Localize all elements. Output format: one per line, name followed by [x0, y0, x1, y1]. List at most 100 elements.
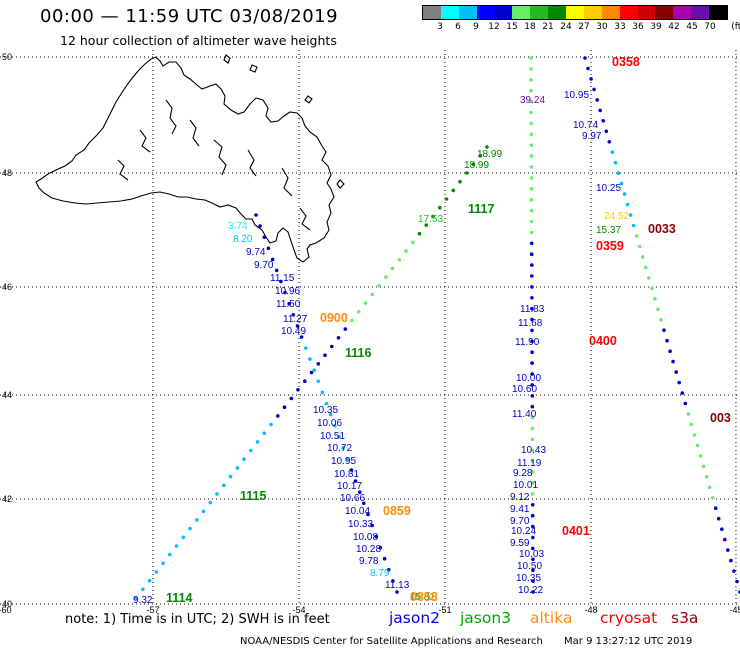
measurement-dot	[438, 205, 442, 210]
wave-height-label: 10.35	[313, 405, 338, 416]
legend-value: 12	[488, 22, 500, 32]
measurement-dot	[529, 143, 534, 147]
wave-height-label: 24.52	[604, 211, 629, 222]
measurement-dot	[366, 512, 370, 517]
measurement-dot	[308, 357, 312, 361]
measurement-dot	[374, 534, 379, 539]
legend-swatch	[423, 6, 441, 19]
legend-value: 70	[704, 22, 716, 32]
measurement-dot	[589, 77, 593, 81]
legend-value: 21	[542, 22, 554, 32]
measurement-dot	[628, 213, 633, 217]
measurement-dot	[601, 119, 605, 123]
measurement-dot	[397, 258, 402, 262]
lon-tick-label: -45	[729, 605, 740, 615]
measurement-dot	[168, 552, 172, 557]
measurement-dot	[309, 370, 314, 375]
wave-height-label: 9.78	[359, 556, 379, 567]
coast-inlet-2	[189, 119, 200, 147]
map-title: 00:00 — 11:59 UTC 03/08/2019	[40, 6, 339, 27]
lon-tick-label: -60	[0, 605, 12, 615]
measurement-dot	[653, 297, 657, 301]
measurement-dot	[529, 56, 533, 60]
lat-tick-label: 42	[2, 494, 12, 504]
measurement-dot	[529, 121, 533, 126]
wave-height-label: 9.97	[582, 131, 602, 142]
coast-inlet-8	[299, 207, 311, 231]
legend-unit: (ft)	[731, 22, 740, 32]
map-subtitle: 12 hour collection of altimeter wave hei…	[60, 33, 337, 48]
pass-time-label: 003	[710, 411, 731, 425]
measurement-dot	[485, 145, 489, 149]
measurement-dot	[530, 350, 534, 355]
wave-height-label: 8.20	[233, 234, 253, 245]
wave-height-label: 18.99	[464, 160, 489, 171]
wave-height-label: 3.74	[228, 221, 248, 232]
measurement-dot	[644, 265, 648, 270]
measurement-dot	[357, 490, 362, 495]
lat-tick-label: 46	[2, 282, 12, 292]
pass-time-label: 1116	[345, 346, 371, 360]
wave-height-label: 10.81	[334, 469, 359, 480]
measurement-dot	[529, 88, 533, 93]
measurement-dot	[726, 548, 730, 552]
measurement-dot	[723, 537, 727, 542]
measurement-dot	[707, 485, 712, 490]
mission-label-jason2: jason2	[389, 609, 441, 627]
measurement-dot	[650, 286, 654, 291]
measurement-dot	[363, 301, 368, 305]
measurement-dot	[378, 545, 383, 550]
measurement-dot	[208, 500, 213, 505]
pass-time-label: 0359	[596, 239, 624, 253]
wave-height-label: 9.70	[510, 516, 530, 527]
wave-height-label: 39.24	[520, 95, 545, 106]
measurement-dot	[531, 579, 535, 583]
measurement-dot	[529, 99, 533, 104]
lon-tick-label: -51	[438, 605, 451, 615]
measurement-dot	[689, 422, 694, 427]
wave-height-label: 10.51	[320, 431, 345, 442]
wave-height-label: 10.24	[511, 526, 536, 537]
wave-height-label: 10.03	[519, 549, 544, 560]
measurement-dot	[386, 568, 391, 572]
legend-value: 9	[473, 22, 479, 32]
legend-swatch	[494, 6, 513, 19]
pass-time-label: 0859	[383, 504, 411, 518]
coast-island-3	[304, 95, 313, 104]
measurement-dot	[530, 372, 534, 376]
measurement-dot	[530, 437, 535, 442]
measurement-dot	[640, 255, 645, 259]
measurement-dot	[303, 379, 307, 384]
measurement-dot	[222, 483, 226, 488]
measurement-dot	[647, 276, 651, 280]
measurement-dot	[529, 154, 534, 158]
measurement-dot	[530, 404, 535, 409]
pass-time-label: 1115	[240, 489, 266, 503]
measurement-dot	[287, 301, 292, 306]
measurement-dot	[384, 275, 388, 279]
measurement-dot	[704, 475, 709, 479]
measurement-dot	[529, 219, 534, 224]
measurement-dot	[659, 318, 663, 322]
coast-inlet-7	[117, 159, 129, 181]
measurement-dot	[695, 443, 700, 448]
measurement-dot	[607, 140, 612, 144]
measurement-dot	[345, 457, 350, 461]
wave-height-label: 10.95	[331, 456, 356, 467]
measurement-dot	[411, 240, 415, 245]
footer-credit: NOAA/NESDIS Center for Satellite Applica…	[240, 636, 692, 647]
wave-height-label: 10.33	[348, 519, 373, 530]
measurement-dot	[316, 362, 321, 366]
measurement-dot	[349, 468, 354, 472]
measurement-dot	[610, 150, 615, 154]
color-scale-legend	[422, 5, 728, 20]
measurement-dot	[656, 307, 660, 312]
mission-label-jason3: jason3	[460, 609, 512, 627]
measurement-dot	[677, 380, 681, 385]
legend-swatch	[601, 6, 620, 19]
coast-island-2	[249, 64, 258, 73]
wave-height-label: 10.06	[317, 418, 342, 429]
measurement-dot	[341, 446, 345, 450]
measurement-dot	[529, 208, 534, 213]
